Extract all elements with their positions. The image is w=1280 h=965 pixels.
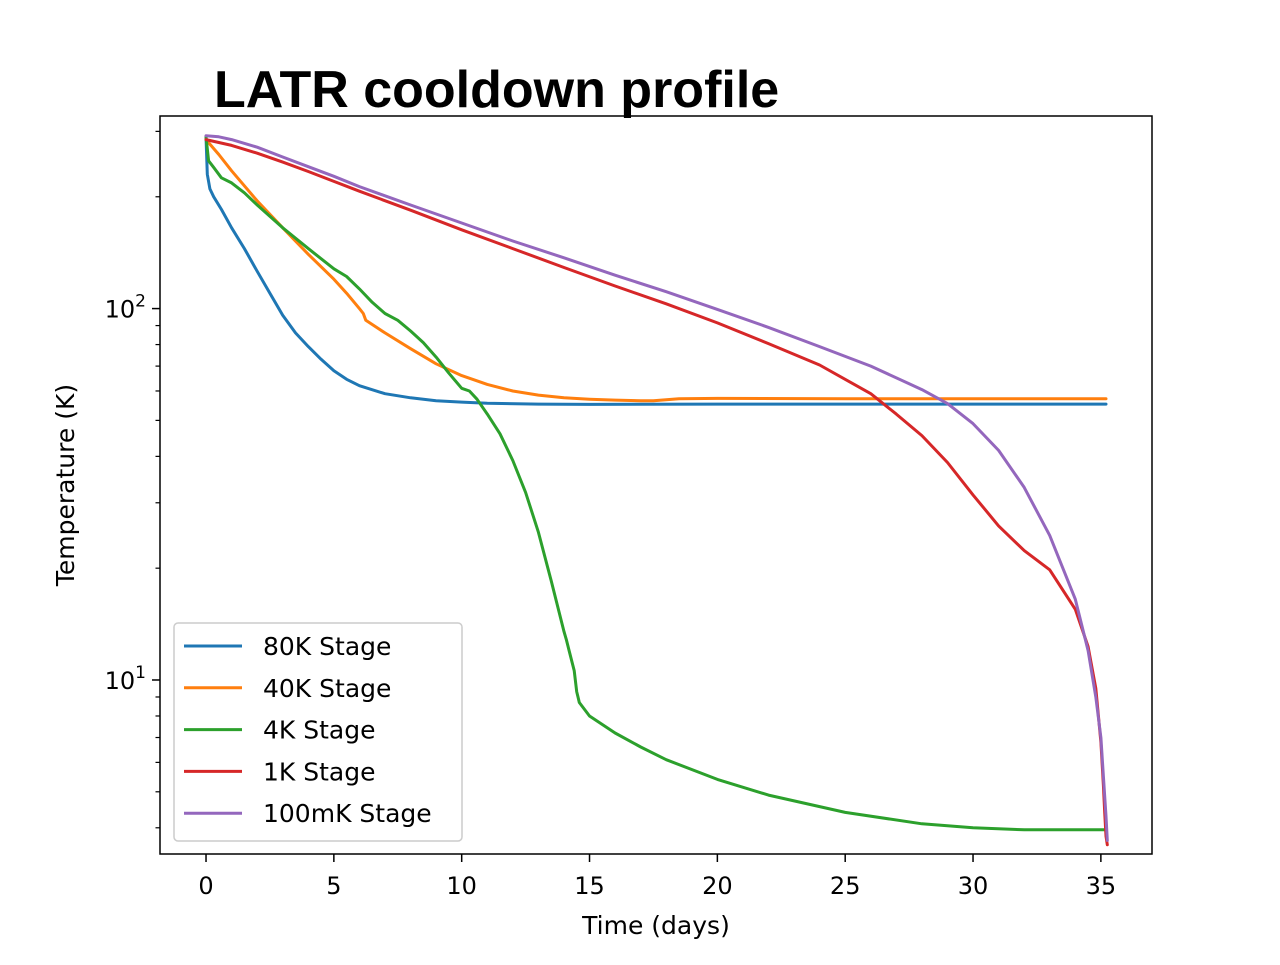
legend-label-3: 1K Stage [263,757,376,786]
plot-frame [159,115,1153,855]
series-line-4 [204,134,1109,842]
x-axis-label: Time (days) [581,911,730,940]
chart-title: LATR cooldown profile [214,61,779,119]
series-layer [204,134,1109,847]
series-line-0 [204,135,1108,406]
x-axis: 0 5 10 15 20 25 30 35 [198,854,1116,900]
x-tick-label: 5 [326,872,341,900]
y-tick-label: 102 [105,292,146,324]
x-tick-label: 35 [1086,872,1117,900]
legend-label-1: 40K Stage [263,674,391,703]
x-tick-label: 10 [446,872,477,900]
series-line-1 [204,138,1108,403]
x-tick-label: 0 [198,872,213,900]
x-tick-label: 20 [702,872,733,900]
legend-box [173,622,463,842]
x-tick-label: 15 [574,872,605,900]
legend-label-4: 100mK Stage [263,799,432,828]
legend-label-2: 4K Stage [263,716,376,745]
y-axis-label: Temperature (K) [51,384,80,587]
legend-label-0: 80K Stage [263,632,391,661]
series-line-2 [204,135,1108,832]
y-axis: 101 102 [105,130,160,829]
x-tick-label: 25 [830,872,861,900]
y-tick-label: 101 [105,663,146,695]
legend: 80K Stage 40K Stage 4K Stage 1K Stage 100mK … [173,622,463,842]
x-tick-label: 30 [958,872,989,900]
